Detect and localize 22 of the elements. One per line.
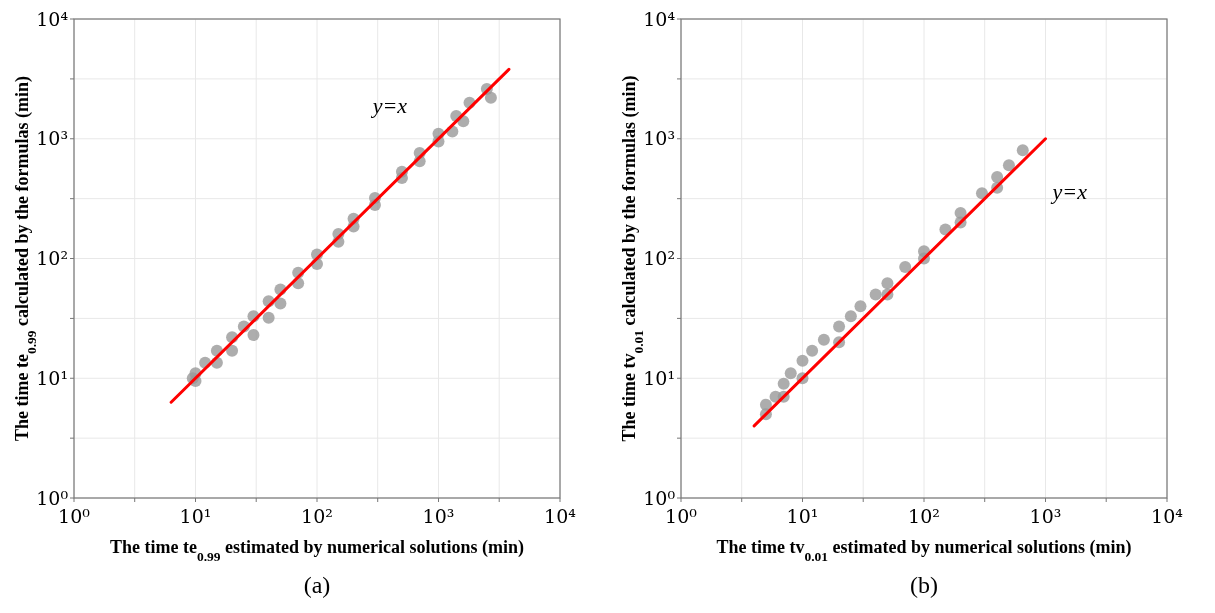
text: (a) [303,572,331,598]
text: (b) [910,572,938,598]
annotation: y=x [1050,179,1088,205]
x-tick-label: 10³ [422,505,455,527]
annotation: y=x [370,92,408,118]
x-tick-label: 10² [908,505,940,527]
y-tick-label: 10³ [36,127,68,150]
x-tick-label: 10⁴ [1151,505,1184,527]
x-axis-title: The time te$_{0.99}$ estimated by numerical solutions (min) [109,537,525,564]
y-tick-label: 10¹ [643,366,675,389]
y-tick-label: 10² [36,247,68,270]
y-tick-label: 10¹ [36,366,68,389]
y-tick-label: 10⁴ [36,7,69,30]
x-tick-label: 10³ [1029,505,1062,527]
x-tick-label: 10⁴ [544,505,577,527]
x-tick-label: 10¹ [786,505,819,527]
x-tick-label: 10² [301,505,333,527]
y-tick-label: 10³ [643,127,675,150]
x-axis-title: The time tv$_{0.01}$ estimated by numerical solutions (min) [716,537,1132,564]
y-tick-label: 10⁴ [643,7,676,30]
y-tick-label: 10² [643,247,675,270]
x-tick-label: 10¹ [179,505,212,527]
